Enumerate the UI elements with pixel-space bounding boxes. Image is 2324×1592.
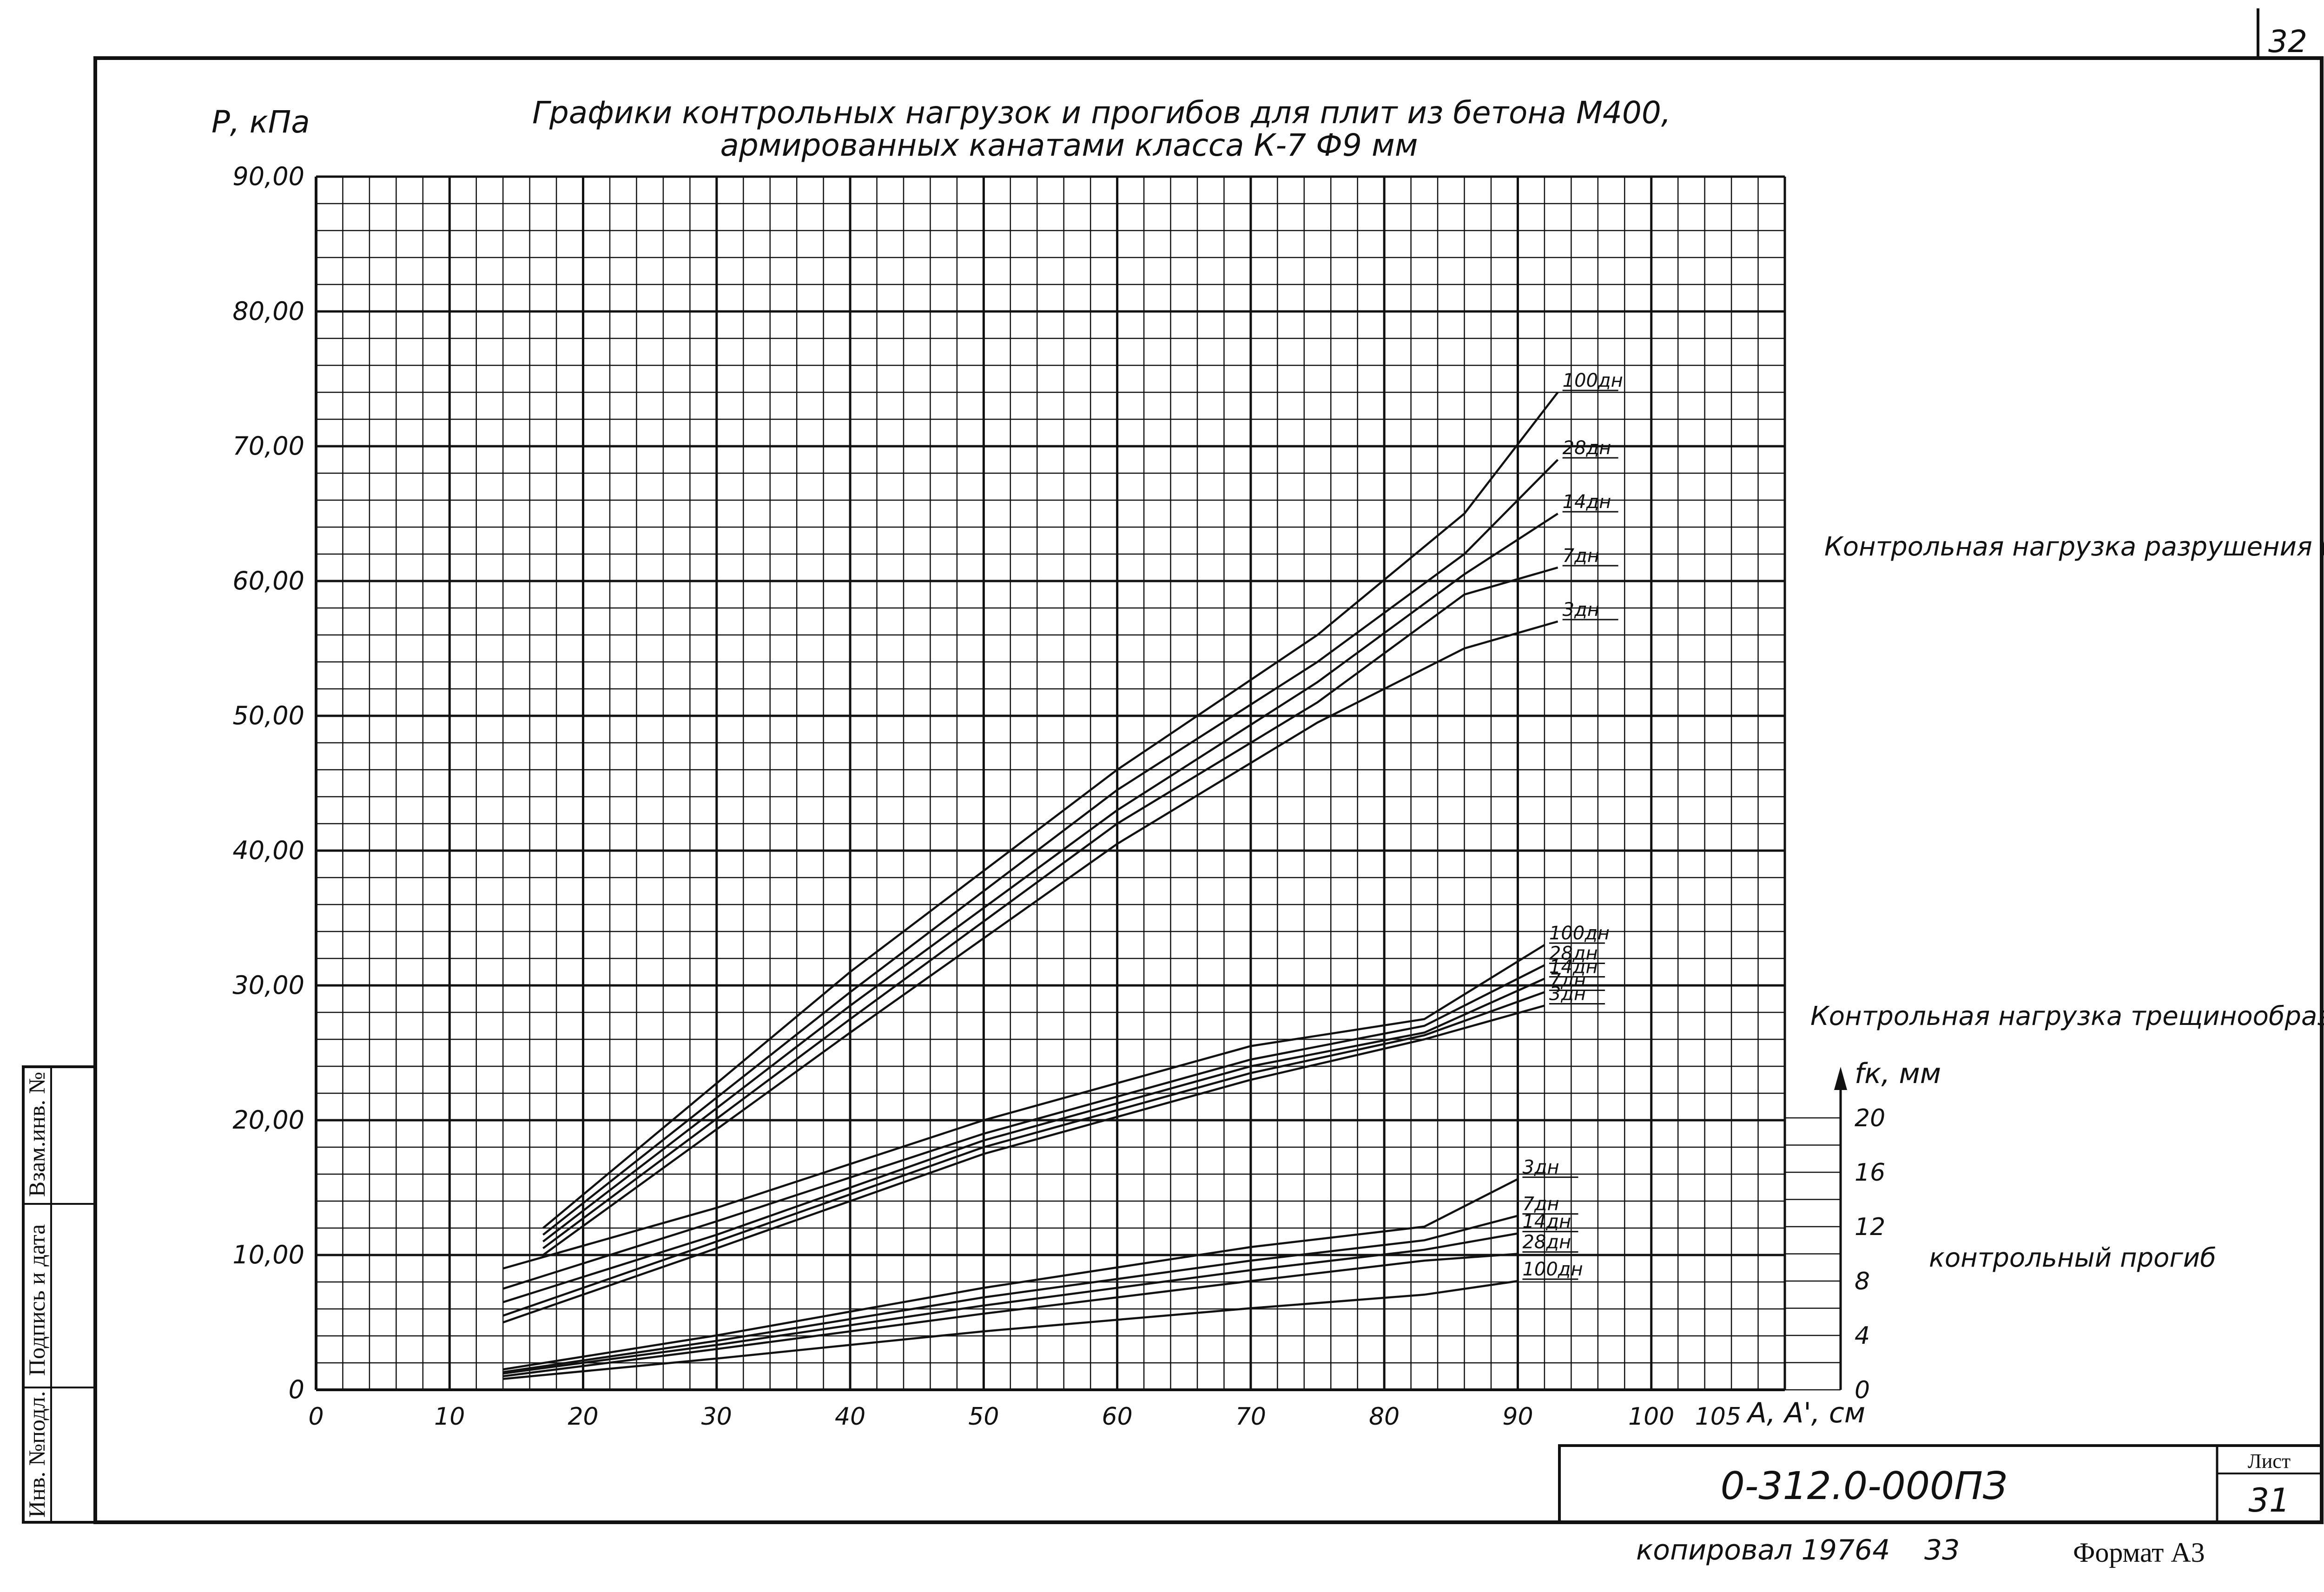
series-label-g2: 7дн	[1522, 1194, 1559, 1215]
chart-grid	[315, 175, 1841, 1391]
y-tick-label: 90,00	[232, 162, 304, 191]
y2-tick-label: 12	[1855, 1213, 1885, 1241]
x-tick-label: 20	[568, 1403, 598, 1431]
series-line-g0-7дн	[542, 566, 1558, 1249]
series-label-g0: 14дн	[1563, 491, 1611, 513]
y2-tick-label: 8	[1855, 1268, 1870, 1295]
chart-title-line1: Графики контрольных нагрузок и прогибов …	[532, 95, 1671, 131]
y-tick-label: 50,00	[232, 701, 304, 730]
format-label: Формат А3	[2073, 1537, 2205, 1568]
x-tick-label: 10	[434, 1403, 465, 1431]
y-tick-label: 40,00	[232, 836, 304, 865]
series-label-g2: 14дн	[1522, 1211, 1571, 1233]
x-tick-label: 105	[1695, 1403, 1741, 1431]
series-line-g1-14дн	[502, 978, 1545, 1303]
series-line-g2-14дн	[502, 1232, 1518, 1375]
y-tick-label: 70,00	[232, 431, 304, 461]
series-label-g1: 28дн	[1549, 943, 1598, 964]
series-line-g0-100дн	[542, 391, 1559, 1229]
x-tick-label: 0	[308, 1403, 324, 1431]
series-line-g2-100дн	[502, 1280, 1518, 1380]
y-tick-label: 10,00	[232, 1240, 304, 1269]
series-line-g0-3дн	[542, 620, 1558, 1256]
series-label-g2: 28дн	[1522, 1232, 1571, 1253]
side-stamp-signature: Подпись и дата	[24, 1224, 50, 1376]
sheet-label: Лист	[2248, 1450, 2291, 1473]
side-stamp-replace: Взам.инв. №	[24, 1072, 50, 1197]
y2-tick-label: 16	[1855, 1159, 1885, 1187]
y-tick-label: 80,00	[232, 297, 304, 326]
title-block: 0-312.0-000ПЗ Лист 31	[1558, 1444, 2323, 1524]
group-label-failure-text: Контрольная нагрузка разрушения Рразр	[1824, 532, 2324, 562]
chart-axes: 0 10 20 30 40 50 60 70 80 90 100 105010,0020,0030,0…	[232, 162, 1885, 1431]
y2-tick-label: 4	[1855, 1322, 1870, 1350]
y2-tick-label: 20	[1855, 1104, 1885, 1132]
series-label-g2: 100дн	[1522, 1259, 1583, 1280]
series-label-g1: 100дн	[1549, 923, 1610, 944]
x-tick-label: 100	[1628, 1403, 1674, 1431]
series-label-g1: 7дн	[1549, 970, 1586, 991]
x-tick-label: 40	[835, 1403, 865, 1431]
sheet-number: 31	[2248, 1481, 2290, 1519]
series-label-g1: 14дн	[1549, 957, 1598, 978]
copied-by: копировал 19764	[1636, 1534, 1890, 1566]
series-label-g1: 3дн	[1549, 984, 1586, 1005]
series-line-g0-28дн	[542, 459, 1559, 1236]
x-axis-label: А, А', см	[1746, 1397, 1865, 1429]
side-stamp-inv: Инв. №подл.	[24, 1391, 50, 1518]
y-tick-label: 20,00	[232, 1105, 304, 1135]
y-tick-label: 60,00	[232, 566, 304, 595]
series-line-g2-3дн	[502, 1178, 1519, 1371]
y2-axis-arrow	[1834, 1067, 1847, 1090]
y2-axis-label: fк, мм	[1855, 1057, 1941, 1090]
group-label-cracking: Контрольная нагрузка трещинообразования …	[1810, 1001, 2324, 1031]
x-tick-label: 30	[701, 1403, 732, 1431]
copied-extra: 33	[1924, 1534, 1960, 1566]
chart-title-line2: армированных канатами класса К-7 Ф9 мм	[720, 127, 1418, 163]
group-label-cracking-text: Контрольная нагрузка трещинообразования …	[1810, 1001, 2324, 1031]
series-line-g1-100дн	[502, 944, 1545, 1270]
group-label-deflection: контрольный прогиб	[1929, 1243, 2216, 1273]
series-label-g0: 28дн	[1563, 437, 1611, 459]
series-line-g0-14дн	[542, 513, 1558, 1242]
series-line-g1-7дн	[502, 991, 1545, 1317]
series-labels: 100дн28дн14дн7дн3дн100дн28дн14дн7дн3дн3д…	[1522, 370, 1623, 1280]
side-stamp: Инв. №подл. Подпись и дата Взам.инв. №	[22, 1065, 97, 1524]
y2-tick-label: 0	[1855, 1376, 1870, 1404]
series-label-g0: 7дн	[1563, 545, 1599, 567]
series-label-g0: 3дн	[1563, 599, 1599, 621]
x-tick-label: 50	[968, 1403, 999, 1431]
x-tick-label: 60	[1102, 1403, 1133, 1431]
page-corner-number: 32	[2268, 24, 2307, 59]
x-tick-label: 90	[1502, 1403, 1533, 1431]
series-line-g2-7дн	[502, 1215, 1519, 1374]
group-label-failure: Контрольная нагрузка разрушения Рразр	[1824, 532, 2324, 562]
chart-series	[502, 391, 1559, 1380]
y-tick-label: 0	[289, 1375, 304, 1404]
series-line-g1-28дн	[502, 964, 1545, 1290]
series-label-g0: 100дн	[1563, 370, 1623, 391]
series-label-g2: 3дн	[1522, 1157, 1559, 1178]
outer-frame	[93, 56, 2324, 1524]
series-line-g1-3дн	[502, 1004, 1545, 1324]
y-tick-label: 30,00	[232, 971, 304, 1000]
document-code: 0-312.0-000ПЗ	[1721, 1464, 2007, 1508]
y-axis-label: Р, кПа	[211, 104, 310, 140]
x-tick-label: 70	[1235, 1403, 1266, 1431]
x-tick-label: 80	[1369, 1403, 1400, 1431]
series-line-g2-28дн	[502, 1253, 1518, 1378]
